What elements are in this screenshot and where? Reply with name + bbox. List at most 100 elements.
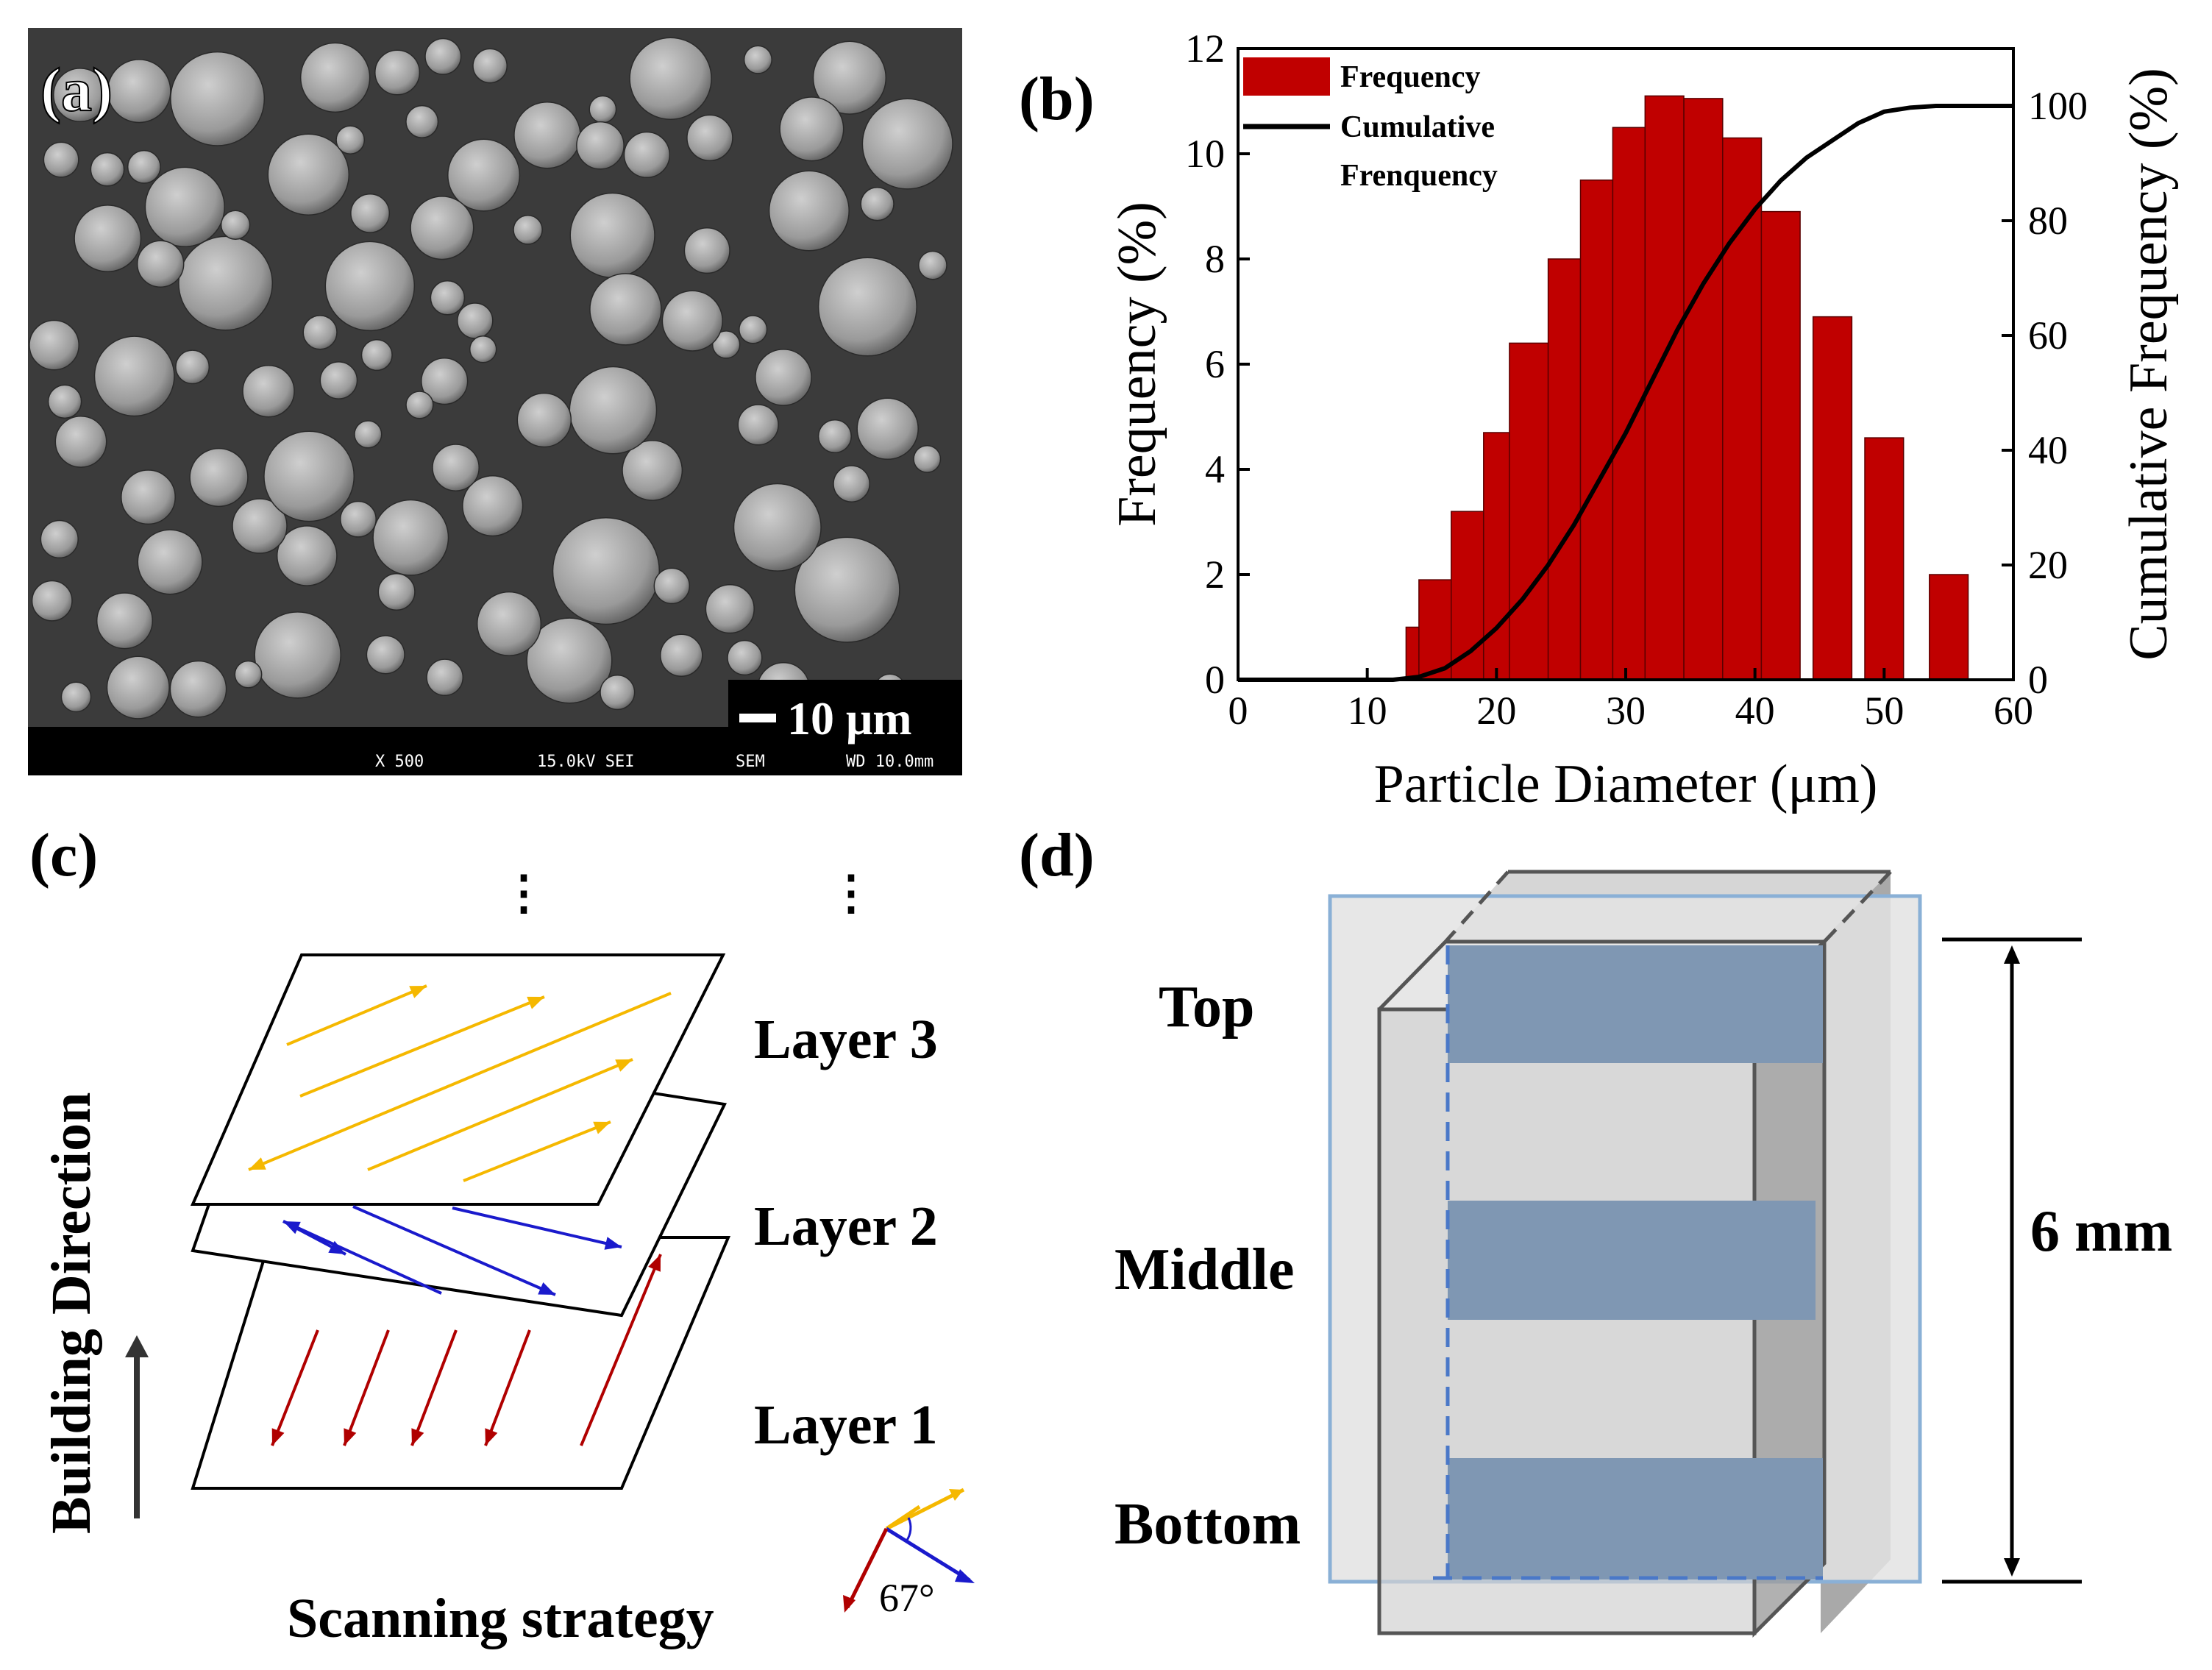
histogram-bar [1483,432,1510,681]
scanning-strategy-label: Scanning strategy [287,1588,714,1649]
powder-particle [263,430,355,522]
layer-2-scan-vector [452,1207,622,1248]
powder-particle [737,404,779,446]
powder-particle [96,592,154,650]
powder-particle [513,214,543,245]
powder-particle [794,536,900,643]
layer-3-scan-vector-head [409,986,427,998]
sem-mode: SEM [736,753,765,771]
layer-2-scan-vector-head [604,1237,622,1250]
powder-particle [516,392,572,448]
powder-particle [54,415,107,468]
angle-red-line [845,1527,889,1609]
panel-d: (d) Top Middle Bottom 6 mm [1019,821,2172,1638]
y2-axis-label: Cumulative Frequency (%) [2119,68,2179,661]
powder-particle [629,37,712,120]
histogram-bar [1929,574,1969,681]
continuation-dots-left: ⋮ [500,867,547,919]
powder-particle [220,210,251,241]
histogram-bar [1864,437,1905,681]
powder-particle [421,357,469,405]
powder-particle [366,635,405,675]
x-tick-label: 50 [1864,689,1904,733]
scale-bar-label: 10 μm [787,692,912,745]
powder-particle [137,529,203,595]
layer-2-scan-vector-head [283,1221,301,1234]
powder-particle [53,68,107,123]
y2-tick-label: 80 [2028,199,2068,243]
powder-particle [856,397,919,461]
powder-particle [457,302,494,339]
layer-1-scan-vector [580,1254,662,1446]
powder-particle [588,95,617,124]
legend-frequency-swatch [1243,57,1330,96]
block-edge-6 [1444,870,1509,943]
powder-particle [705,583,755,634]
layer-2-label: Layer 2 [754,1195,938,1257]
block-edge-5 [1823,870,1892,943]
layer-1-scan-vector [484,1329,531,1446]
layer-1-scan-vector [410,1329,458,1446]
x-tick-label: 10 [1348,689,1387,733]
angle-red-head [843,1595,856,1613]
powder-particle [817,257,917,357]
powder-particle [918,250,947,280]
powder-particle [623,131,671,179]
y2-tick-label: 40 [2028,428,2068,472]
powder-particle [144,166,225,247]
powder-particle [254,611,341,699]
histogram-bar [1760,210,1801,681]
powder-particle [860,187,895,221]
region-middle-label: Middle [1114,1237,1294,1302]
powder-particle [739,315,768,344]
powder-particle [733,483,822,572]
powder-particle [360,339,393,372]
powder-particle [93,335,175,417]
layer-3-label: Layer 3 [754,1009,938,1070]
y-tick-label: 8 [1205,237,1225,281]
powder-particle [727,639,763,676]
band-middle [1448,1201,1816,1320]
powder-particle [299,42,371,113]
powder-particle [276,525,338,586]
histogram-bar [1644,95,1685,681]
powder-particle [324,241,416,332]
x-tick-label: 30 [1606,689,1646,733]
powder-particle [576,121,625,170]
y-tick-label: 2 [1205,552,1225,597]
powder-particle [106,655,170,719]
powder-particle [43,141,79,178]
powder-particle [589,273,662,346]
powder-particle [189,447,249,508]
powder-particle [170,51,266,146]
powder-particle [47,384,82,419]
panel-d-label: (d) [1019,821,1095,889]
powder-particle [377,572,416,611]
powder-particle [653,567,691,605]
powder-particle [60,681,92,713]
rotation-angle-diagram: 67° [843,1488,975,1620]
panel-b: (b) 0 10 20 30 40 50 60024681012020406080100Pa… [1019,26,2179,814]
powder-particle [178,235,274,331]
powder-particle [476,591,542,656]
layer-3-scan-vector [463,1120,611,1182]
powder-particle [405,391,434,419]
powder-particle [74,205,142,273]
panel-a: X 500 15.0kV SEI SEM WD 10.0mm 10 μm (a) [28,28,962,775]
y2-tick-label: 60 [2028,313,2068,358]
powder-particle [234,660,263,689]
layer-1-scan-vector-head [271,1428,285,1446]
legend-frequency-label: Frequency [1340,60,1481,94]
histogram-bar [1547,258,1582,681]
powder-particle [340,500,377,538]
powder-particle [743,45,772,74]
powder-particle [136,240,185,288]
histogram-bar [1509,342,1549,681]
powder-particle [372,499,449,576]
powder-particle [127,149,161,184]
y-axis-label: Frequency (%) [1107,202,1167,527]
powder-particle [354,420,383,449]
powder-particle [569,192,655,279]
powder-particle [552,516,661,625]
powder-particle [242,364,295,418]
